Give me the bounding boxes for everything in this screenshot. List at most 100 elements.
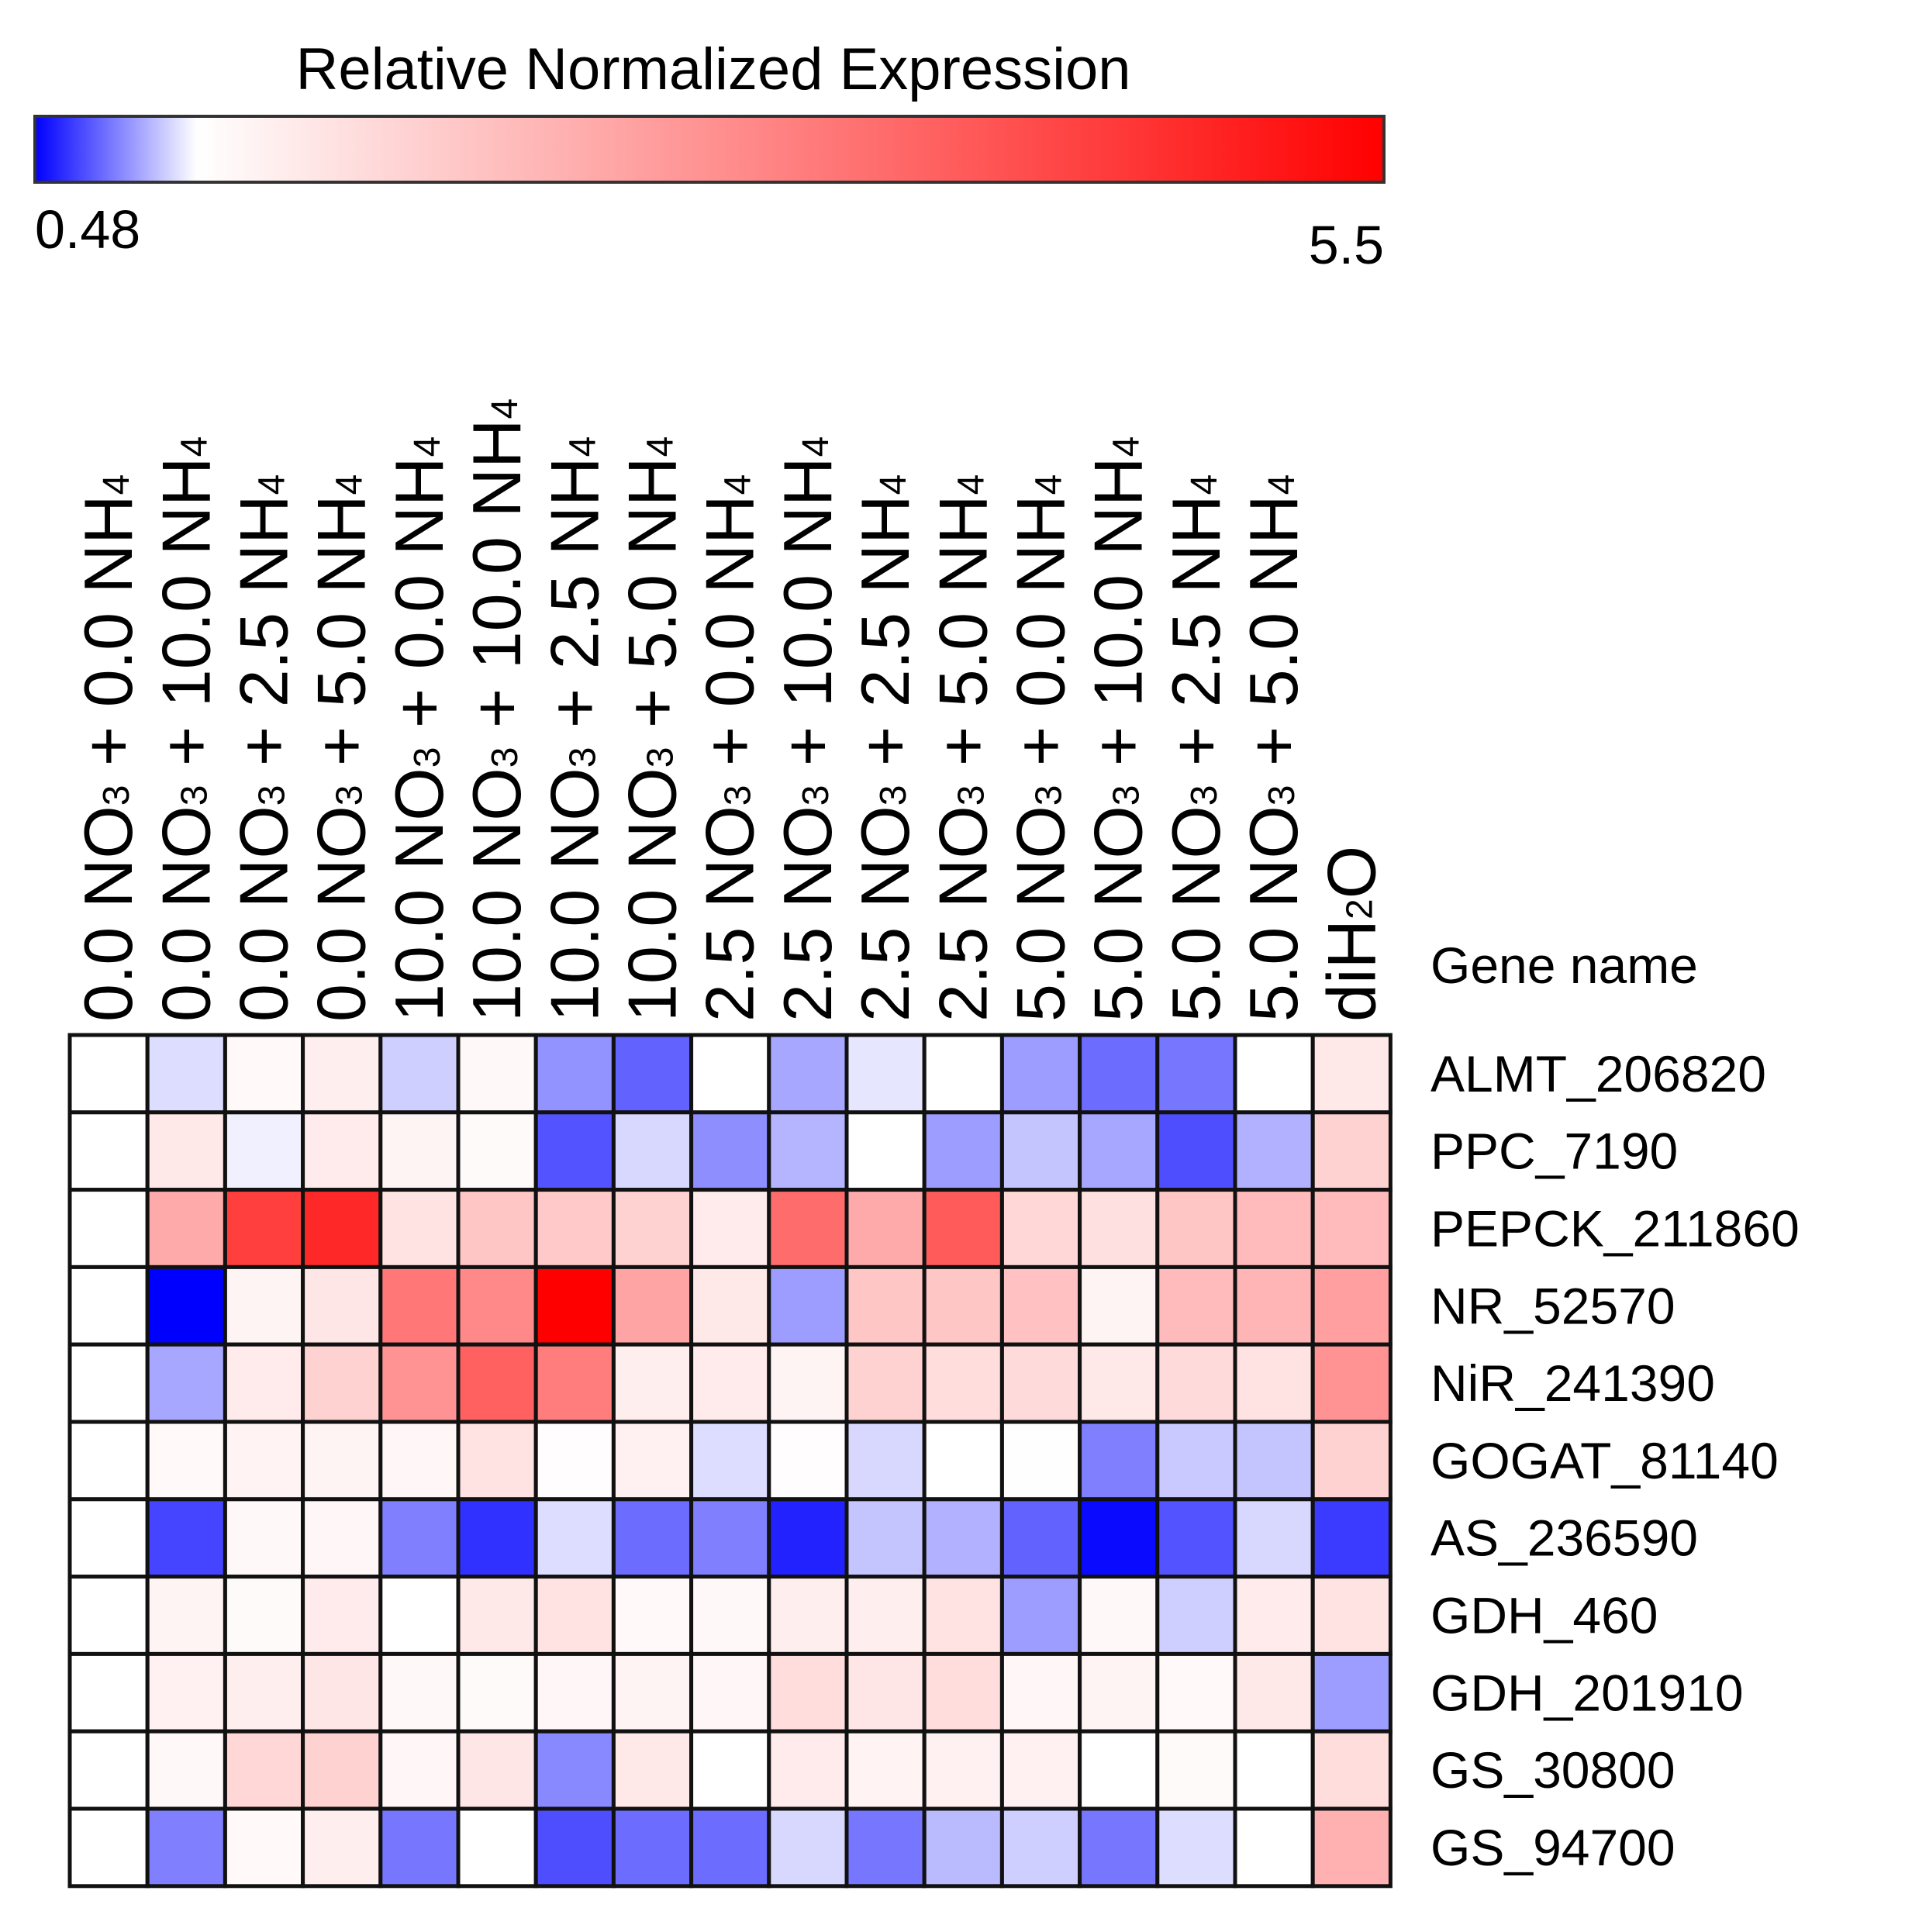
heatmap-cell xyxy=(1155,1264,1237,1347)
heatmap-cell xyxy=(145,1188,227,1269)
row-label: GDH_460 xyxy=(1430,1587,1658,1644)
heatmap-cell xyxy=(1310,1575,1393,1656)
heatmap-cell xyxy=(67,1033,150,1115)
heatmap-cell xyxy=(1310,1110,1393,1192)
heatmap-cell xyxy=(922,1110,1004,1192)
heatmap-cell xyxy=(1078,1264,1160,1347)
heatmap-cell xyxy=(67,1729,150,1811)
row-label: ALMT_206820 xyxy=(1430,1045,1766,1102)
heatmap-cell xyxy=(767,1729,849,1811)
column-label: 5.0 NO3 + 0.0 NH4 xyxy=(1003,474,1079,1022)
colorbar-min-label: 0.48 xyxy=(35,199,140,260)
heatmap-cell xyxy=(1078,1342,1160,1424)
heatmap-cell xyxy=(611,1264,694,1347)
heatmap-cell xyxy=(301,1651,383,1734)
heatmap-cell xyxy=(378,1575,461,1656)
colorbar-max-label: 5.5 xyxy=(1309,215,1384,275)
heatmap-cell xyxy=(456,1033,538,1115)
heatmap-cell xyxy=(1155,1729,1237,1811)
heatmap-cell xyxy=(999,1110,1082,1192)
heatmap-cell xyxy=(767,1806,849,1889)
heatmap-cell xyxy=(611,1110,694,1192)
heatmap-cell xyxy=(145,1033,227,1115)
heatmap-cell xyxy=(533,1110,616,1192)
heatmap-cell xyxy=(533,1188,616,1269)
heatmap-cell xyxy=(844,1729,927,1811)
heatmap-cell xyxy=(533,1651,616,1734)
heatmap-cell xyxy=(611,1729,694,1811)
heatmap-cell xyxy=(999,1033,1082,1115)
heatmap-cells xyxy=(67,1033,1393,1889)
heatmap-cell xyxy=(223,1110,305,1192)
heatmap-cell xyxy=(1078,1420,1160,1502)
heatmap-cell xyxy=(999,1575,1082,1656)
column-label: 0.0 NO3 + 2.5 NH4 xyxy=(226,474,302,1022)
heatmap-cell xyxy=(67,1188,150,1269)
heatmap-cell xyxy=(145,1651,227,1734)
row-label: GOGAT_81140 xyxy=(1430,1432,1779,1489)
heatmap-cell xyxy=(301,1264,383,1347)
column-label: 0.0 NO3 + 10.0 NH4 xyxy=(147,436,224,1022)
heatmap-cell xyxy=(223,1342,305,1424)
heatmap-cell xyxy=(999,1806,1082,1889)
heatmap-cell xyxy=(689,1651,771,1734)
heatmap-cell xyxy=(611,1342,694,1424)
heatmap-cell xyxy=(301,1033,383,1115)
heatmap-cell xyxy=(844,1806,927,1889)
heatmap-cell xyxy=(689,1033,771,1115)
heatmap-cell xyxy=(301,1420,383,1502)
row-label: AS_236590 xyxy=(1430,1509,1698,1567)
heatmap-cell xyxy=(456,1729,538,1811)
heatmap-cell xyxy=(767,1651,849,1734)
heatmap-cell xyxy=(456,1188,538,1269)
heatmap-cell xyxy=(67,1651,150,1734)
heatmap-cell xyxy=(1233,1729,1315,1811)
row-labels: ALMT_206820 PPC_7190 PEPCK_211860 NR_52570 N… xyxy=(1430,1045,1800,1876)
heatmap-cell xyxy=(922,1264,1004,1347)
heatmap-cell xyxy=(533,1729,616,1811)
heatmap-cell xyxy=(844,1420,927,1502)
heatmap-cell xyxy=(378,1188,461,1269)
heatmap-cell xyxy=(1078,1110,1160,1192)
heatmap-cell xyxy=(67,1575,150,1656)
heatmap-cell xyxy=(1078,1651,1160,1734)
heatmap-cell xyxy=(844,1342,927,1424)
colorbar: Relative Normalized Expression 0.48 5.5 xyxy=(33,36,1386,275)
heatmap-cell xyxy=(145,1342,227,1424)
heatmap-cell xyxy=(922,1729,1004,1811)
heatmap-cell xyxy=(922,1651,1004,1734)
column-label: 2.5 NO3 + 0.0 NH4 xyxy=(692,474,768,1022)
heatmap-cell xyxy=(145,1264,227,1347)
column-label: 0.0 NO3 + 0.0 NH4 xyxy=(70,474,147,1022)
heatmap-cell xyxy=(533,1806,616,1889)
heatmap-cell xyxy=(1233,1264,1315,1347)
heatmap-cell xyxy=(67,1110,150,1192)
heatmap-cell xyxy=(67,1497,150,1579)
heatmap-cell xyxy=(767,1110,849,1192)
heatmap-cell xyxy=(223,1651,305,1734)
column-label: 10.0 NO3 + 10.0 NH4 xyxy=(458,398,535,1022)
heatmap-cell xyxy=(301,1188,383,1269)
heatmap-cell xyxy=(378,1497,461,1579)
column-label: diH2O xyxy=(1313,846,1389,1022)
heatmap-cell xyxy=(844,1264,927,1347)
heatmap-cell xyxy=(844,1575,927,1656)
heatmap-cell xyxy=(1155,1033,1237,1115)
heatmap-cell xyxy=(1233,1188,1315,1269)
heatmap-cell xyxy=(611,1806,694,1889)
heatmap-cell xyxy=(1310,1264,1393,1347)
heatmap-cell xyxy=(456,1651,538,1734)
heatmap-cell xyxy=(767,1420,849,1502)
heatmap-cell xyxy=(533,1420,616,1502)
heatmap-cell xyxy=(1310,1342,1393,1424)
heatmap-cell xyxy=(767,1497,849,1579)
heatmap-cell xyxy=(378,1342,461,1424)
heatmap-cell xyxy=(689,1806,771,1889)
heatmap-cell xyxy=(301,1575,383,1656)
heatmap-cell xyxy=(456,1575,538,1656)
column-label: 10.0 NO3 + 2.5 NH4 xyxy=(536,436,613,1022)
heatmap-cell xyxy=(999,1729,1082,1811)
heatmap-cell xyxy=(689,1110,771,1192)
colorbar-gradient xyxy=(33,115,1386,184)
